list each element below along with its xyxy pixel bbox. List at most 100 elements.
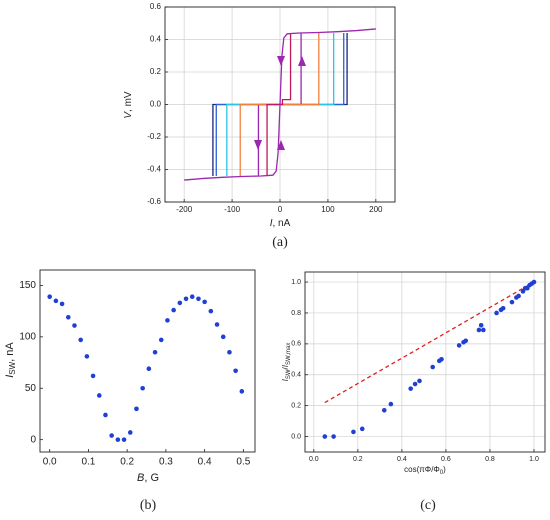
curve: [184, 28, 376, 181]
y-tick-label: 0.2: [150, 67, 162, 76]
plot-frame: [164, 6, 396, 203]
data-point: [78, 337, 83, 343]
x-tick-label: 0.2: [120, 457, 134, 468]
y-tick-label: 0.0: [291, 433, 301, 440]
data-point: [72, 323, 77, 328]
plot-frame: [304, 271, 546, 453]
data-point: [516, 293, 521, 299]
y-tick-label: 0.6: [150, 2, 162, 11]
caption: (a): [272, 235, 288, 250]
data-point: [134, 406, 139, 412]
y-tick-label: -0.4: [147, 165, 161, 174]
x-axis-label: B, G: [137, 472, 159, 484]
data-point: [140, 385, 145, 391]
data-point: [359, 426, 365, 432]
x-axis-label: cos(πΦ/Φ0): [404, 465, 446, 475]
arrow: [254, 140, 262, 150]
data-point: [417, 378, 422, 384]
y-tick-label: 1.0: [291, 279, 301, 286]
data-point: [239, 389, 245, 394]
y-tick-label: 0: [30, 434, 36, 445]
y-tick-label: 0.6: [291, 341, 301, 348]
data-point: [381, 407, 387, 413]
data-point: [494, 310, 499, 316]
data-point: [202, 299, 207, 305]
data-point: [481, 327, 486, 333]
data-point: [196, 296, 201, 302]
data-point: [509, 299, 515, 305]
data-point: [331, 434, 336, 439]
data-point: [90, 373, 96, 379]
data-point: [227, 349, 232, 355]
curve: [324, 281, 535, 404]
x-tick-label: -100: [224, 205, 241, 214]
x-tick-label: 200: [369, 205, 383, 214]
data-point: [177, 300, 183, 306]
arrow: [277, 140, 285, 150]
data-point: [412, 381, 418, 387]
data-point: [109, 433, 114, 438]
data-point: [84, 354, 90, 359]
direction-arrows: [254, 56, 306, 150]
data-point: [146, 366, 152, 372]
y-tick-label: 150: [19, 280, 36, 291]
y-tick-label: 0.8: [291, 310, 301, 317]
data-point: [351, 429, 356, 435]
y-tick-label: 100: [19, 331, 36, 342]
data-point: [47, 294, 52, 300]
data-point: [103, 412, 108, 418]
y-tick-label: 0.0: [150, 100, 162, 109]
x-tick-label: 0.4: [397, 456, 407, 463]
curve: [266, 33, 292, 176]
data-point: [531, 279, 537, 285]
x-tick-label: -200: [176, 205, 193, 214]
data-point: [59, 301, 65, 307]
y-tick-label: 0.4: [291, 372, 301, 379]
data-point: [53, 298, 59, 304]
data-point: [171, 307, 176, 313]
data-point: [388, 401, 394, 407]
x-tick-label: 0.2: [353, 456, 363, 463]
y-tick-label: -0.2: [147, 132, 161, 141]
data-point: [214, 322, 220, 327]
data-point: [152, 349, 158, 355]
y-tick-label: 0.4: [150, 35, 162, 44]
plot-frame: [39, 269, 256, 453]
data-point: [121, 437, 127, 442]
x-tick-label: 0.0: [43, 457, 57, 468]
plots: -200 -100 0 100 200 -0.6 -0.4 -0.2 0.0 0.2 0.4 0.6 0…: [19, 2, 546, 468]
y-tick-label: 50: [25, 383, 37, 394]
x-tick-label: 0.5: [236, 457, 250, 468]
caption: (c): [420, 498, 436, 513]
x-tick-label: 1.0: [529, 456, 539, 463]
x-tick-label: 0.4: [198, 457, 212, 468]
data-point: [208, 308, 214, 314]
caption: (b): [140, 498, 157, 513]
data-point: [165, 318, 170, 323]
data-point: [183, 296, 189, 302]
data-point: [500, 306, 506, 311]
y-axis-label: V, mV: [123, 91, 134, 119]
y-axis-label: ISW/ISW,max: [281, 343, 291, 382]
data-point: [65, 314, 71, 320]
data-point: [127, 430, 133, 435]
data-point: [220, 334, 226, 340]
y-axis-label: ISW, nA: [4, 342, 17, 378]
data-point: [322, 434, 328, 439]
arrow: [277, 56, 285, 66]
x-tick-label: 100: [321, 205, 335, 214]
data-point: [430, 364, 436, 370]
data-point: [456, 343, 462, 348]
x-tick-label: 0: [278, 205, 283, 214]
data-point: [115, 437, 121, 442]
x-tick-label: 0.3: [159, 457, 173, 468]
data-point: [189, 294, 195, 300]
data-point: [478, 323, 484, 328]
x-tick-label: 0.0: [309, 456, 319, 463]
data-point: [463, 338, 469, 344]
data-point: [408, 386, 413, 391]
x-tick-label: 0.1: [81, 457, 95, 468]
x-tick-label: 0.6: [441, 456, 451, 463]
x-axis-label: I, nA: [270, 218, 291, 229]
